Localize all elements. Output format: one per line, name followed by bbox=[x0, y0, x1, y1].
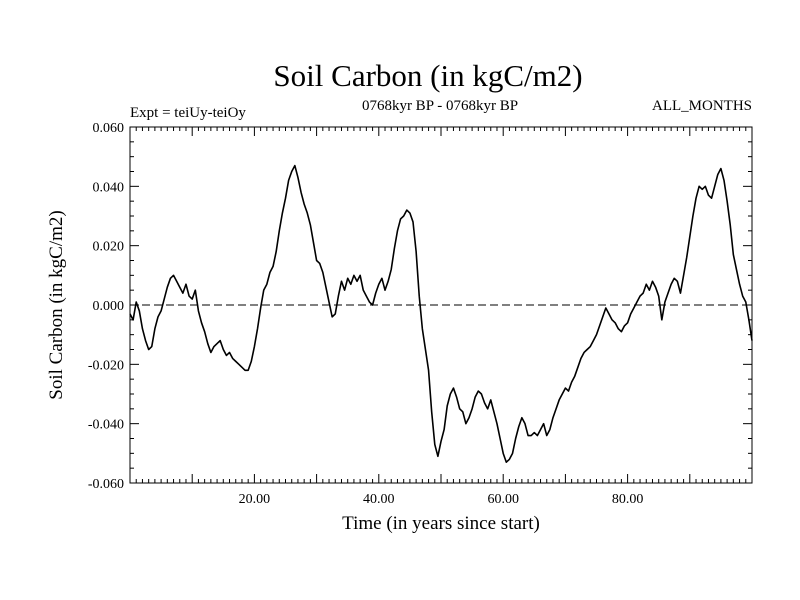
y-tick-label: -0.060 bbox=[88, 477, 124, 492]
y-tick-label: -0.040 bbox=[88, 418, 124, 433]
x-axis: 20.00 40.00 60.00 80.00 bbox=[129, 127, 753, 507]
y-tick-label: 0.060 bbox=[93, 121, 125, 136]
x-tick-label: 60.00 bbox=[487, 492, 519, 507]
x-axis-label: Time (in years since start) bbox=[342, 513, 540, 534]
months-label: ALL_MONTHS bbox=[652, 98, 752, 114]
y-tick-label: 0.020 bbox=[93, 240, 125, 255]
y-tick-label: 0.000 bbox=[93, 299, 125, 314]
period-label: 0768kyr BP - 0768kyr BP bbox=[362, 98, 518, 114]
soil-carbon-series-line bbox=[129, 164, 753, 464]
y-tick-label: -0.020 bbox=[88, 358, 124, 373]
y-axis: 0.060 0.040 0.020 0.000 -0.020 -0.040 -0.060 bbox=[88, 121, 752, 492]
x-tick-label: 40.00 bbox=[363, 492, 395, 507]
y-axis-label: Soil Carbon (in kgC/m2) bbox=[46, 210, 67, 399]
y-tick-label: 0.040 bbox=[93, 180, 125, 195]
x-tick-label: 20.00 bbox=[239, 492, 271, 507]
experiment-label: Expt = teiUy-teiOy bbox=[130, 105, 246, 121]
chart-title: Soil Carbon (in kgC/m2) bbox=[273, 58, 582, 93]
x-tick-label: 80.00 bbox=[612, 492, 644, 507]
